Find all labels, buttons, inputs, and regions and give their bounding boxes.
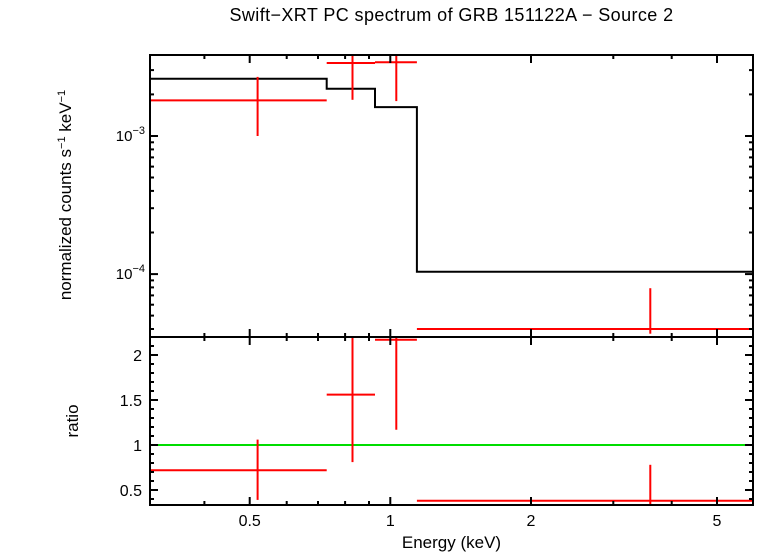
ratio-panel-frame [149, 336, 754, 506]
ratio-data-point [375, 338, 417, 430]
x-tick-label-5: 5 [713, 513, 722, 530]
ratio-data-point [150, 439, 327, 500]
ratio-tick-label-2: 2 [133, 348, 142, 365]
spectrum-data-point [326, 56, 375, 100]
ratio-data-point [326, 338, 375, 463]
ratio-y-ticks [150, 345, 753, 500]
ratio-tick-label-1: 1 [133, 438, 142, 455]
x-axis-label: Energy (keV) [401, 533, 502, 552]
x-tick-label-0.5: 0.5 [239, 513, 261, 530]
chart-title: Swift−XRT PC spectrum of GRB 151122A − S… [229, 5, 674, 25]
x-axis-ticks [203, 55, 718, 505]
spectrum-data-point [416, 288, 753, 334]
ratio-tick-label-1.5: 1.5 [120, 393, 142, 410]
model-histogram [150, 77, 753, 273]
spectrum-panel-frame [149, 54, 754, 338]
spectrum-data-point [375, 56, 417, 102]
x-tick-label-2: 2 [527, 513, 536, 530]
spectrum-y-ticks [150, 69, 753, 330]
ratio-data-point [416, 464, 753, 504]
x-tick-label-1: 1 [386, 513, 395, 530]
y-tick-label-1e-4: 10−4 [116, 263, 145, 283]
ratio-tick-label-0.5: 0.5 [120, 483, 142, 500]
y-tick-label-1e-3: 10−3 [116, 125, 145, 145]
spectrum-data-point [150, 76, 327, 136]
